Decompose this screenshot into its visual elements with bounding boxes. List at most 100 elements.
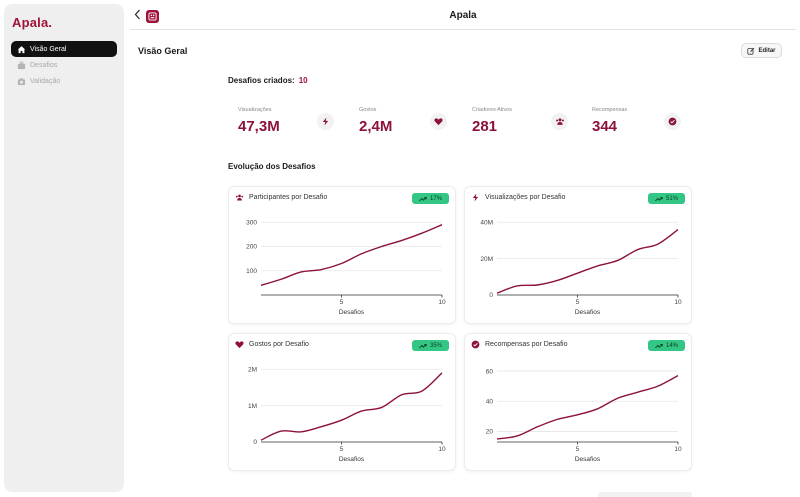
trend-up-icon [419, 343, 427, 348]
y-tick-label: 1M [248, 403, 257, 410]
chart-title: Recompensas por Desafio [485, 341, 568, 348]
trend-up-icon [419, 196, 427, 201]
sidebar-item-visao-geral[interactable]: Visão Geral [11, 41, 117, 57]
line-chart-recompensas: 20 40 60 5 10 Desafios [486, 368, 682, 463]
home-icon [16, 44, 26, 54]
sidebar-item-validacao[interactable]: Validação [11, 73, 117, 89]
sidebar: Apala. Visão Geral Desafios Validação [4, 4, 124, 492]
y-tick-label: 0 [253, 439, 257, 446]
x-tick-label: 10 [438, 299, 446, 306]
trend-badge-value: 51% [665, 195, 678, 202]
brand-logo[interactable]: Apala. [12, 15, 53, 30]
badge-check-icon [471, 340, 480, 349]
y-tick-label: 2M [248, 366, 257, 373]
y-tick-label: 0 [489, 292, 493, 299]
x-tick-label: 5 [576, 299, 580, 306]
x-axis-label: Desafios [575, 456, 601, 463]
chart-card-header: Recompensas por Desafio [471, 340, 568, 349]
app-title: Apala [449, 10, 477, 21]
trend-badge-value: 35% [429, 342, 442, 349]
users-icon [551, 113, 568, 130]
series-line [260, 224, 443, 286]
y-tick-label: 40 [486, 398, 494, 405]
stat-value: 344 [592, 118, 618, 135]
trend-badge-value: 17% [429, 195, 442, 202]
line-chart-gostos: 0 1M 2M 5 10 Desafios [248, 366, 446, 463]
y-tick-label: 40M [480, 219, 493, 226]
trend-badge: 51% [648, 193, 685, 204]
users-icon [235, 193, 244, 202]
chart-title: Visualizações por Desafio [485, 194, 566, 201]
chart-title: Gostos por Desafio [249, 341, 309, 348]
y-tick-label: 100 [246, 268, 257, 275]
section-title-evolucao: Evolução dos Desafios [228, 162, 316, 171]
series-line [496, 228, 679, 294]
x-tick-label: 10 [674, 446, 682, 453]
x-axis-label: Desafios [339, 456, 365, 463]
trend-badge-value: 14% [665, 342, 678, 349]
stat-recompensas: Recompensas 344 [592, 104, 704, 144]
briefcase-icon [16, 60, 26, 70]
y-tick-label: 20M [480, 256, 493, 263]
chart-card-header: Gostos por Desafio [235, 340, 309, 349]
sidebar-item-label: Desafios [30, 61, 58, 69]
created-value: 10 [298, 76, 308, 85]
edit-button[interactable]: Editar [741, 43, 782, 58]
created-challenges: Desafios criados: 10 [228, 76, 308, 85]
chart-card-visualizacoes: Visualizações por Desafio 51% 0 20M 40M 5 10… [464, 186, 692, 324]
sidebar-item-label: Validação [30, 77, 61, 85]
badge-check-icon [664, 113, 681, 130]
page-title: Visão Geral [138, 46, 188, 56]
edit-icon [747, 47, 755, 55]
bolt-icon [317, 113, 334, 130]
bottom-partial-element [598, 492, 692, 497]
chart-card-participantes: Participantes por Desafio 17% 100 200 300 5… [228, 186, 456, 324]
trend-up-icon [655, 343, 663, 348]
stat-visualizacoes: Visualizações 47,3M [238, 104, 350, 144]
chart-card-gostos: Gostos por Desafio 35% 0 1M 2M 5 10 Desafios [228, 333, 456, 471]
stat-value: 47,3M [238, 118, 280, 135]
app-icon[interactable] [146, 10, 159, 23]
stat-gostos: Gostos 2,4M [359, 104, 471, 144]
chart-card-recompensas: Recompensas por Desafio 14% 20 40 60 5 10 Des… [464, 333, 692, 471]
bolt-icon [471, 193, 480, 202]
sidebar-item-desafios[interactable]: Desafios [11, 57, 117, 73]
back-chevron-icon[interactable] [134, 9, 141, 23]
stat-label: Gostos [359, 107, 377, 113]
sidebar-item-label: Visão Geral [30, 45, 67, 53]
trend-badge: 35% [412, 340, 449, 351]
chart-title: Participantes por Desafio [249, 194, 328, 201]
x-tick-label: 5 [576, 446, 580, 453]
trend-badge: 14% [648, 340, 685, 351]
trend-up-icon [655, 196, 663, 201]
chart-card-header: Visualizações por Desafio [471, 193, 565, 202]
x-tick-label: 5 [340, 299, 344, 306]
trend-badge: 17% [412, 193, 449, 204]
line-chart-participantes: 100 200 300 5 10 Desafios [246, 219, 446, 316]
camera-icon [16, 76, 26, 86]
series-line [496, 374, 679, 440]
y-tick-label: 200 [246, 244, 257, 251]
x-tick-label: 10 [438, 446, 446, 453]
y-tick-label: 60 [486, 368, 494, 375]
edit-button-label: Editar [758, 47, 776, 54]
x-tick-label: 5 [340, 446, 344, 453]
y-tick-label: 300 [246, 219, 257, 226]
stat-value: 281 [472, 118, 498, 135]
stat-value: 2,4M [359, 118, 393, 135]
x-axis-label: Desafios [339, 309, 365, 316]
stat-label: Recompensas [592, 107, 628, 113]
stat-label: Visualizações [238, 107, 272, 113]
stat-label: Criadores Ativos [472, 107, 513, 113]
x-axis-label: Desafios [575, 309, 601, 316]
stat-criadores-ativos: Criadores Ativos 281 [472, 104, 584, 144]
series-line [260, 372, 443, 441]
heart-icon [235, 340, 244, 349]
created-label: Desafios criados: [228, 76, 295, 85]
chart-card-header: Participantes por Desafio [235, 193, 327, 202]
heart-icon [430, 113, 447, 130]
x-tick-label: 10 [674, 299, 682, 306]
top-bar: Apala [130, 0, 796, 30]
y-tick-label: 20 [486, 429, 494, 436]
line-chart-visualizacoes: 0 20M 40M 5 10 Desafios [480, 219, 682, 316]
